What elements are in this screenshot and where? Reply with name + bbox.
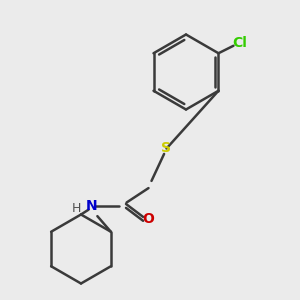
Text: S: S (161, 142, 172, 155)
Text: O: O (142, 212, 154, 226)
Text: N: N (86, 199, 97, 212)
Text: H: H (72, 202, 81, 215)
Text: Cl: Cl (232, 36, 247, 50)
